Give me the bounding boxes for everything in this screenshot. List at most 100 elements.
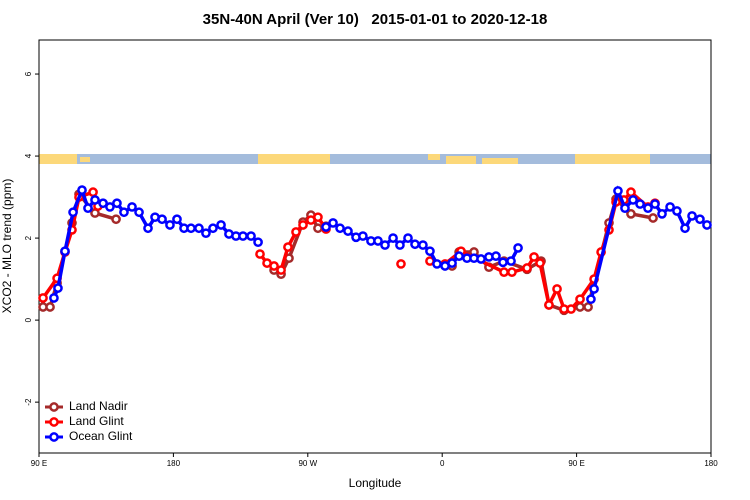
data-point bbox=[628, 195, 638, 205]
series bbox=[49, 185, 712, 305]
data-point bbox=[454, 251, 464, 261]
data-point bbox=[499, 267, 509, 277]
data-point bbox=[544, 300, 554, 310]
data-point bbox=[83, 203, 93, 214]
y-tick-label: -2 bbox=[24, 398, 33, 406]
legend-label: Ocean Glint bbox=[69, 429, 133, 443]
surface-strip bbox=[39, 154, 711, 164]
data-point bbox=[589, 284, 599, 294]
data-point bbox=[410, 239, 420, 250]
data-point bbox=[476, 254, 486, 264]
data-point bbox=[358, 231, 368, 241]
land-strip bbox=[482, 158, 518, 164]
data-point bbox=[672, 206, 682, 216]
data-point bbox=[216, 220, 226, 230]
data-point bbox=[513, 243, 523, 253]
legend-marker bbox=[49, 417, 59, 427]
data-point bbox=[586, 294, 596, 305]
data-point bbox=[343, 226, 353, 236]
x-tick-label: 0 bbox=[440, 459, 445, 468]
data-point bbox=[255, 249, 265, 259]
plot-frame bbox=[38, 39, 712, 454]
data-point bbox=[276, 265, 286, 275]
y-tick-label: 6 bbox=[24, 71, 33, 76]
data-point bbox=[283, 242, 293, 252]
data-point bbox=[498, 257, 508, 268]
data-point bbox=[506, 256, 516, 266]
data-point bbox=[194, 223, 204, 234]
data-point bbox=[648, 213, 658, 223]
x-tick-label: 90 E bbox=[568, 459, 584, 468]
data-point bbox=[253, 237, 263, 248]
y-tick-label: 0 bbox=[24, 317, 33, 322]
data-point bbox=[321, 222, 331, 232]
data-point bbox=[328, 218, 338, 228]
data-point bbox=[583, 302, 593, 312]
ocean-strip bbox=[39, 154, 711, 164]
data-point bbox=[552, 284, 562, 294]
data-point bbox=[432, 259, 442, 269]
data-point bbox=[208, 223, 218, 234]
data-point bbox=[373, 236, 383, 246]
data-point bbox=[425, 246, 435, 257]
data-point bbox=[298, 220, 308, 230]
data-point bbox=[522, 263, 532, 273]
legend-marker bbox=[49, 402, 59, 412]
y-axis-title: XCO2 - MLO trend (ppm) bbox=[0, 179, 14, 314]
data-point bbox=[143, 223, 153, 234]
land-strip bbox=[575, 154, 650, 164]
data-point bbox=[172, 214, 182, 225]
data-point bbox=[626, 187, 636, 198]
data-point bbox=[105, 202, 115, 212]
data-point bbox=[77, 185, 87, 195]
data-point bbox=[112, 198, 122, 209]
data-point bbox=[238, 231, 248, 241]
data-point bbox=[119, 207, 129, 218]
y-tick-label: 4 bbox=[24, 153, 33, 158]
data-point bbox=[657, 209, 667, 219]
x-axis-title: Longitude bbox=[349, 476, 402, 490]
data-point bbox=[396, 259, 406, 269]
land-strip bbox=[428, 154, 440, 160]
x-tick-label: 90 W bbox=[298, 459, 317, 468]
data-point bbox=[53, 283, 63, 293]
chart-title: 35N-40N April (Ver 10) 2015-01-01 to 202… bbox=[203, 11, 548, 28]
land-strip bbox=[39, 154, 77, 164]
data-point bbox=[246, 231, 256, 241]
data-point bbox=[695, 214, 705, 225]
data-point bbox=[635, 199, 645, 209]
land-strip bbox=[446, 156, 476, 164]
data-point bbox=[665, 202, 675, 212]
data-point bbox=[447, 258, 457, 268]
data-point bbox=[157, 214, 167, 225]
data-point bbox=[68, 207, 78, 218]
data-point bbox=[134, 207, 144, 218]
data-point bbox=[626, 209, 636, 219]
data-point bbox=[38, 293, 48, 303]
data-point bbox=[88, 187, 98, 198]
land-strip bbox=[258, 154, 330, 164]
data-point bbox=[380, 240, 390, 250]
x-tick-label: 180 bbox=[704, 459, 718, 468]
y-tick-label: 2 bbox=[24, 235, 33, 240]
x-tick-label: 90 E bbox=[31, 459, 47, 468]
data-point bbox=[395, 240, 405, 250]
data-point bbox=[566, 304, 576, 314]
data-point bbox=[291, 227, 301, 237]
data-point bbox=[335, 223, 345, 234]
data-point bbox=[45, 302, 55, 312]
data-point bbox=[111, 214, 121, 225]
data-point bbox=[98, 198, 108, 209]
legend-label: Land Nadir bbox=[69, 399, 128, 413]
legend-label: Land Glint bbox=[69, 414, 124, 428]
data-point bbox=[313, 212, 323, 223]
data-point bbox=[186, 223, 196, 234]
data-point bbox=[403, 233, 413, 243]
data-point bbox=[491, 251, 501, 261]
data-point bbox=[702, 220, 712, 230]
data-point bbox=[680, 223, 690, 234]
data-point bbox=[127, 202, 137, 212]
data-point bbox=[529, 252, 539, 262]
